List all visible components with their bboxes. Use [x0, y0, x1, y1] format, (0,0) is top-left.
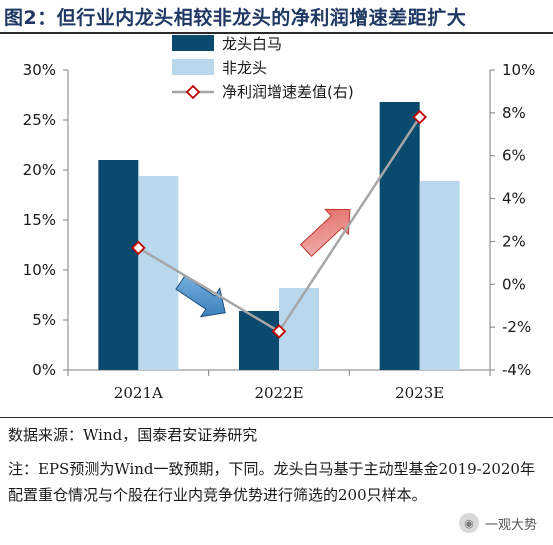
legend-marker: [185, 84, 201, 100]
series-point: [131, 240, 146, 256]
y-right-tick-label: 4%: [502, 190, 526, 208]
y-right-tick-label: 8%: [502, 104, 526, 122]
bar: [98, 160, 139, 370]
y-left-tick-label: 0%: [32, 361, 56, 379]
legend-label: 龙头白马: [222, 35, 282, 53]
title-bar: 图2：但行业内龙头相较非龙头的净利润增速差距扩大: [0, 0, 553, 34]
divider: [0, 417, 553, 418]
y-left-tick-label: 10%: [23, 261, 56, 279]
y-right-tick-label: -4%: [502, 361, 531, 379]
legend-swatch: [172, 59, 214, 75]
y-right-tick-label: 10%: [502, 61, 535, 79]
watermark: ◉ 一观大势: [454, 511, 541, 535]
footnote: 注：EPS预测为Wind一致预期，下同。龙头白马基于主动型基金2019-2020…: [8, 460, 535, 504]
axes: 0% 5% 10% 15% 20% 25% 30% -4% -2% 0% 2% 4% 6% 8% 10% 20…: [23, 61, 536, 402]
x-tick-label: 2021A: [114, 384, 163, 402]
down-trend-arrow: [175, 275, 226, 318]
series-point: [412, 109, 427, 125]
legend-label: 非龙头: [222, 59, 267, 77]
trend-arrows: [175, 208, 351, 318]
bar: [138, 176, 179, 370]
source-note: 数据来源：Wind，国泰君安证券研究: [8, 426, 258, 444]
bar: [379, 102, 420, 370]
wechat-icon: ◉: [458, 513, 479, 533]
y-left-tick-label: 15%: [23, 211, 56, 229]
bar: [419, 181, 460, 370]
x-tick-label: 2022E: [254, 384, 303, 402]
y-left-tick-label: 5%: [32, 311, 56, 329]
legend-label: 净利润增速差值(右): [222, 83, 354, 101]
figure-title: 图2：但行业内龙头相较非龙头的净利润增速差距扩大: [4, 6, 467, 29]
y-left-tick-label: 30%: [23, 61, 56, 79]
y-right-tick-label: 0%: [502, 275, 526, 293]
y-right-tick-label: -2%: [502, 318, 531, 336]
y-right-tick-label: 6%: [502, 147, 526, 165]
y-left-tick-label: 20%: [23, 161, 56, 179]
series-point: [271, 324, 287, 339]
diff-line: [131, 109, 427, 339]
up-trend-arrow: [299, 208, 351, 258]
y-left-tick-label: 25%: [23, 111, 56, 129]
watermark-text: 一观大势: [484, 517, 537, 533]
legend-swatch: [172, 35, 214, 51]
x-tick-label: 2023E: [395, 384, 444, 402]
y-right-tick-label: 2%: [502, 232, 526, 250]
